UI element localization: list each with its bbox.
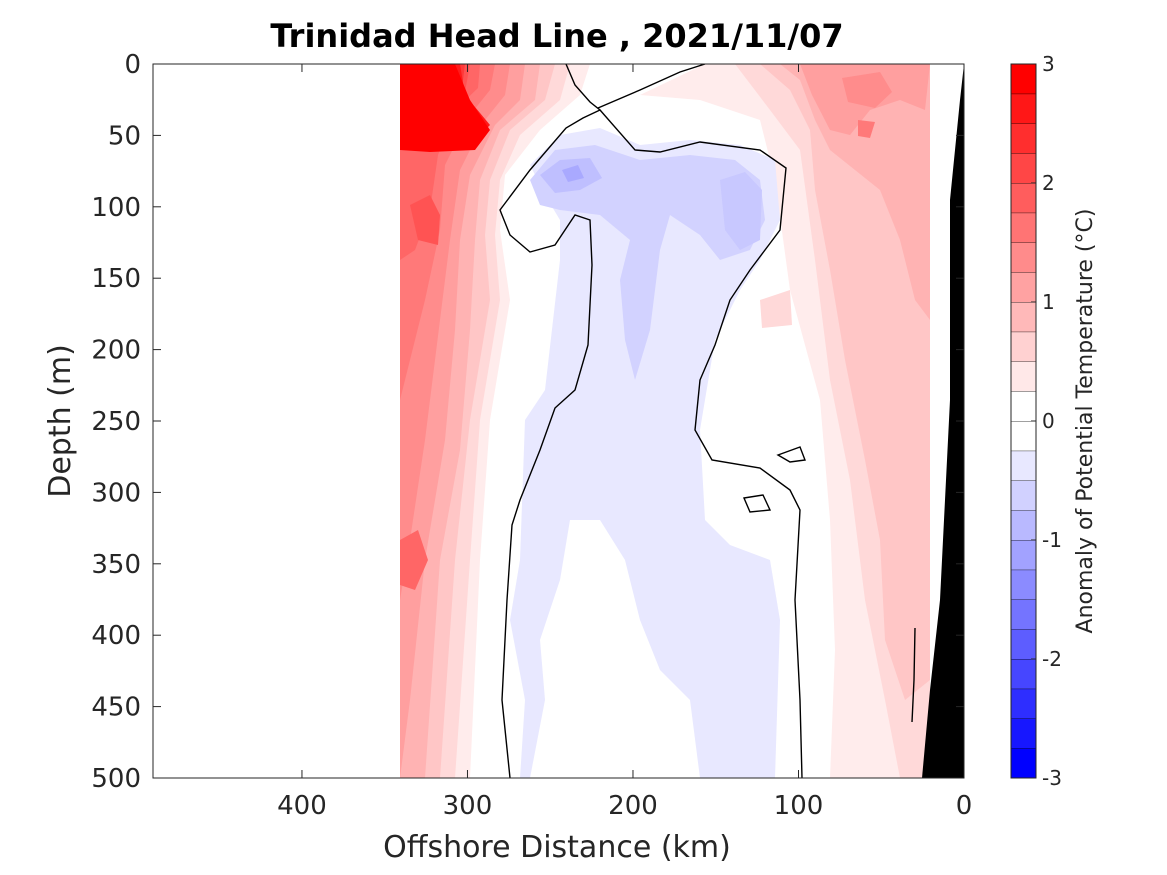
y-tick-label: 0 bbox=[124, 50, 141, 80]
warm-band-300 bbox=[400, 64, 490, 152]
cold-band-050 bbox=[530, 145, 765, 380]
colorbar-segment bbox=[1011, 242, 1036, 273]
y-axis-label: Depth (m) bbox=[43, 344, 78, 498]
colorbar-segment bbox=[1011, 480, 1036, 511]
colorbar-segment bbox=[1011, 421, 1036, 451]
warm-patch-upper-left bbox=[410, 195, 440, 245]
bathymetry bbox=[922, 64, 964, 778]
colorbar-segment bbox=[1011, 153, 1036, 183]
colorbar-segment bbox=[1011, 599, 1036, 630]
contour-field bbox=[153, 64, 964, 778]
y-tick-label: 250 bbox=[91, 407, 141, 437]
y-axis-ticks: 0 50 100 150 200 250 300 350 400 450 500 bbox=[91, 50, 964, 794]
colorbar-segment bbox=[1011, 718, 1036, 749]
colorbar-segment bbox=[1011, 93, 1036, 124]
colorbar-segment bbox=[1011, 688, 1036, 719]
x-tick-label: 100 bbox=[774, 791, 824, 821]
colorbar-segment bbox=[1011, 629, 1036, 659]
y-tick-label: 150 bbox=[91, 264, 141, 294]
y-tick-label: 350 bbox=[91, 550, 141, 580]
zero-contour-east bbox=[599, 109, 803, 778]
colorbar-tick-label: 3 bbox=[1042, 52, 1055, 76]
cold-band-025 bbox=[510, 128, 780, 778]
colorbar-segment bbox=[1011, 272, 1036, 302]
colorbar-segment bbox=[1011, 748, 1036, 778]
y-tick-label: 300 bbox=[91, 478, 141, 508]
x-tick-label: 300 bbox=[443, 791, 493, 821]
colorbar-tick-label: -1 bbox=[1042, 528, 1062, 552]
y-tick-label: 400 bbox=[91, 621, 141, 651]
warm-patch-lower-left bbox=[400, 530, 428, 590]
colorbar-tick-label: -3 bbox=[1042, 766, 1062, 790]
colorbar-tick-label: 1 bbox=[1042, 290, 1055, 314]
colorbar-tick-label: -2 bbox=[1042, 647, 1062, 671]
y-tick-label: 50 bbox=[108, 121, 141, 151]
colorbar-segment bbox=[1011, 450, 1036, 481]
zero-contour-main bbox=[499, 64, 602, 778]
inshore-band-150 bbox=[842, 72, 892, 108]
cold-band-100 bbox=[562, 165, 584, 182]
colorbar-tick-label: 0 bbox=[1042, 409, 1055, 433]
colorbar-ticks: 3 2 1 0 -1 -2 -3 bbox=[1031, 52, 1062, 790]
zero-contour-upper bbox=[597, 64, 706, 109]
y-tick-label: 200 bbox=[91, 336, 141, 366]
x-tick-label: 0 bbox=[956, 791, 973, 821]
colorbar-segment bbox=[1011, 361, 1036, 392]
x-tick-label: 200 bbox=[608, 791, 658, 821]
colorbar-segment bbox=[1011, 659, 1036, 689]
colorbar-segment bbox=[1011, 183, 1036, 213]
y-tick-label: 500 bbox=[91, 764, 141, 794]
inshore-band-100 bbox=[780, 64, 930, 320]
y-tick-label: 100 bbox=[91, 193, 141, 223]
chart-title: Trinidad Head Line , 2021/11/07 bbox=[270, 17, 843, 55]
colorbar-tick-label: 2 bbox=[1042, 171, 1055, 195]
colorbar bbox=[1011, 63, 1036, 778]
zero-contour-loop-2 bbox=[743, 494, 772, 513]
colorbar-segment bbox=[1011, 331, 1036, 362]
colorbar-segment bbox=[1011, 212, 1036, 243]
x-tick-label: 400 bbox=[277, 791, 327, 821]
colorbar-segment bbox=[1011, 302, 1036, 332]
colorbar-segment bbox=[1011, 64, 1036, 94]
inshore-patch bbox=[760, 290, 792, 328]
inshore-band-075 bbox=[760, 64, 930, 700]
x-axis-ticks: 400 300 200 100 0 bbox=[277, 64, 972, 821]
inshore-band-175 bbox=[858, 120, 875, 138]
colorbar-segment bbox=[1011, 540, 1036, 570]
x-axis-label: Offshore Distance (km) bbox=[383, 830, 731, 865]
zero-contour-loop-1 bbox=[776, 446, 806, 463]
colorbar-segment bbox=[1011, 510, 1036, 540]
colorbar-segment bbox=[1011, 391, 1036, 421]
colorbar-label: Anomaly of Potential Temperature (°C) bbox=[1073, 209, 1098, 634]
cold-patch-right bbox=[720, 172, 762, 250]
colorbar-segment bbox=[1011, 123, 1036, 154]
zero-contour-short bbox=[911, 627, 916, 723]
y-tick-label: 450 bbox=[91, 693, 141, 723]
colorbar-segment bbox=[1011, 569, 1036, 600]
